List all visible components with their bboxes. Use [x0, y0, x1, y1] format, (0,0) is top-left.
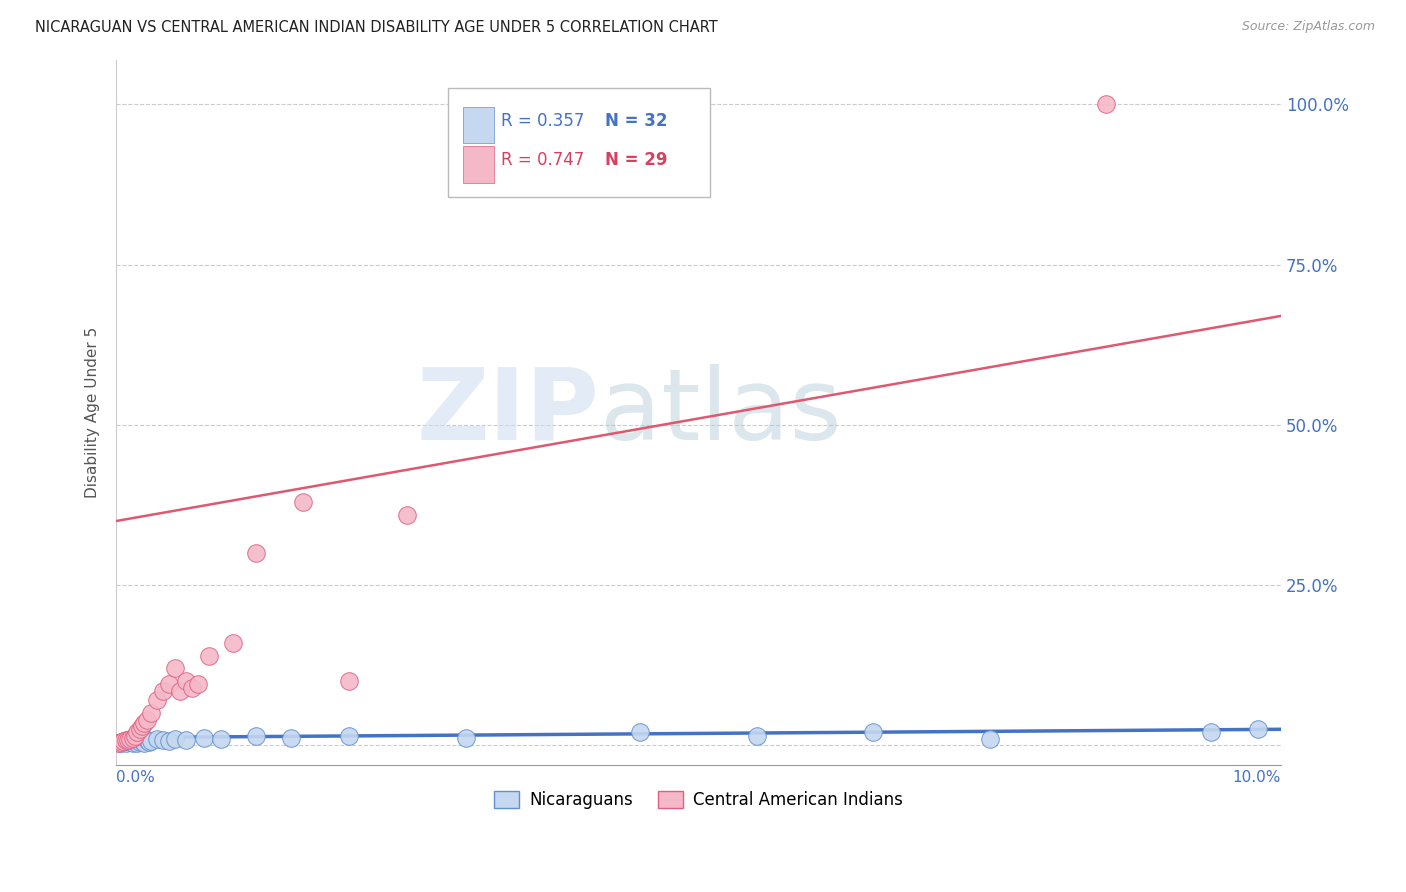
- Point: [146, 693, 169, 707]
- Point: [131, 734, 153, 748]
- Point: [120, 735, 142, 749]
- Text: NICARAGUAN VS CENTRAL AMERICAN INDIAN DISABILITY AGE UNDER 5 CORRELATION CHART: NICARAGUAN VS CENTRAL AMERICAN INDIAN DI…: [35, 20, 718, 35]
- FancyBboxPatch shape: [449, 87, 710, 197]
- Point: [193, 731, 215, 745]
- Point: [245, 546, 267, 560]
- Point: [135, 733, 157, 747]
- Point: [163, 661, 186, 675]
- Text: R = 0.357: R = 0.357: [501, 112, 583, 130]
- Point: [112, 735, 135, 749]
- Point: [127, 725, 149, 739]
- Point: [222, 636, 245, 650]
- Point: [169, 683, 191, 698]
- Point: [174, 674, 197, 689]
- Point: [181, 681, 204, 695]
- Text: 10.0%: 10.0%: [1233, 771, 1281, 785]
- Point: [745, 729, 768, 743]
- Text: Source: ZipAtlas.com: Source: ZipAtlas.com: [1241, 20, 1375, 33]
- FancyBboxPatch shape: [464, 146, 494, 183]
- Point: [1095, 97, 1118, 112]
- Point: [112, 734, 135, 748]
- Point: [117, 734, 139, 748]
- Point: [291, 495, 314, 509]
- Point: [128, 735, 150, 749]
- Text: N = 29: N = 29: [606, 152, 668, 169]
- Point: [396, 508, 419, 522]
- Point: [454, 731, 477, 745]
- Point: [110, 735, 132, 749]
- Point: [135, 713, 157, 727]
- Point: [245, 729, 267, 743]
- Point: [127, 736, 149, 750]
- Point: [1199, 725, 1222, 739]
- Point: [120, 731, 142, 746]
- Point: [134, 736, 156, 750]
- Point: [337, 729, 360, 743]
- Text: N = 32: N = 32: [606, 112, 668, 130]
- Point: [141, 706, 163, 721]
- Point: [152, 683, 174, 698]
- Point: [1246, 723, 1268, 737]
- Point: [187, 677, 209, 691]
- Point: [628, 725, 651, 739]
- Point: [862, 725, 884, 739]
- Point: [124, 729, 146, 743]
- Y-axis label: Disability Age Under 5: Disability Age Under 5: [86, 326, 100, 498]
- Text: R = 0.747: R = 0.747: [501, 152, 583, 169]
- Point: [141, 733, 163, 747]
- Point: [163, 731, 186, 746]
- FancyBboxPatch shape: [464, 107, 494, 144]
- Point: [114, 736, 136, 750]
- Point: [198, 648, 221, 663]
- Point: [157, 733, 180, 747]
- Text: atlas: atlas: [599, 364, 841, 460]
- Point: [157, 677, 180, 691]
- Point: [138, 735, 160, 749]
- Point: [107, 736, 129, 750]
- Point: [114, 733, 136, 747]
- Point: [146, 731, 169, 746]
- Point: [121, 731, 143, 745]
- Point: [131, 719, 153, 733]
- Text: ZIP: ZIP: [416, 364, 599, 460]
- Legend: Nicaraguans, Central American Indians: Nicaraguans, Central American Indians: [488, 785, 910, 816]
- Point: [174, 733, 197, 747]
- Point: [110, 736, 132, 750]
- Point: [117, 733, 139, 747]
- Point: [979, 731, 1001, 746]
- Point: [134, 715, 156, 730]
- Point: [124, 733, 146, 747]
- Point: [128, 723, 150, 737]
- Text: 0.0%: 0.0%: [117, 771, 155, 785]
- Point: [209, 731, 232, 746]
- Point: [152, 733, 174, 747]
- Point: [280, 731, 302, 745]
- Point: [337, 674, 360, 689]
- Point: [121, 736, 143, 750]
- Point: [107, 736, 129, 750]
